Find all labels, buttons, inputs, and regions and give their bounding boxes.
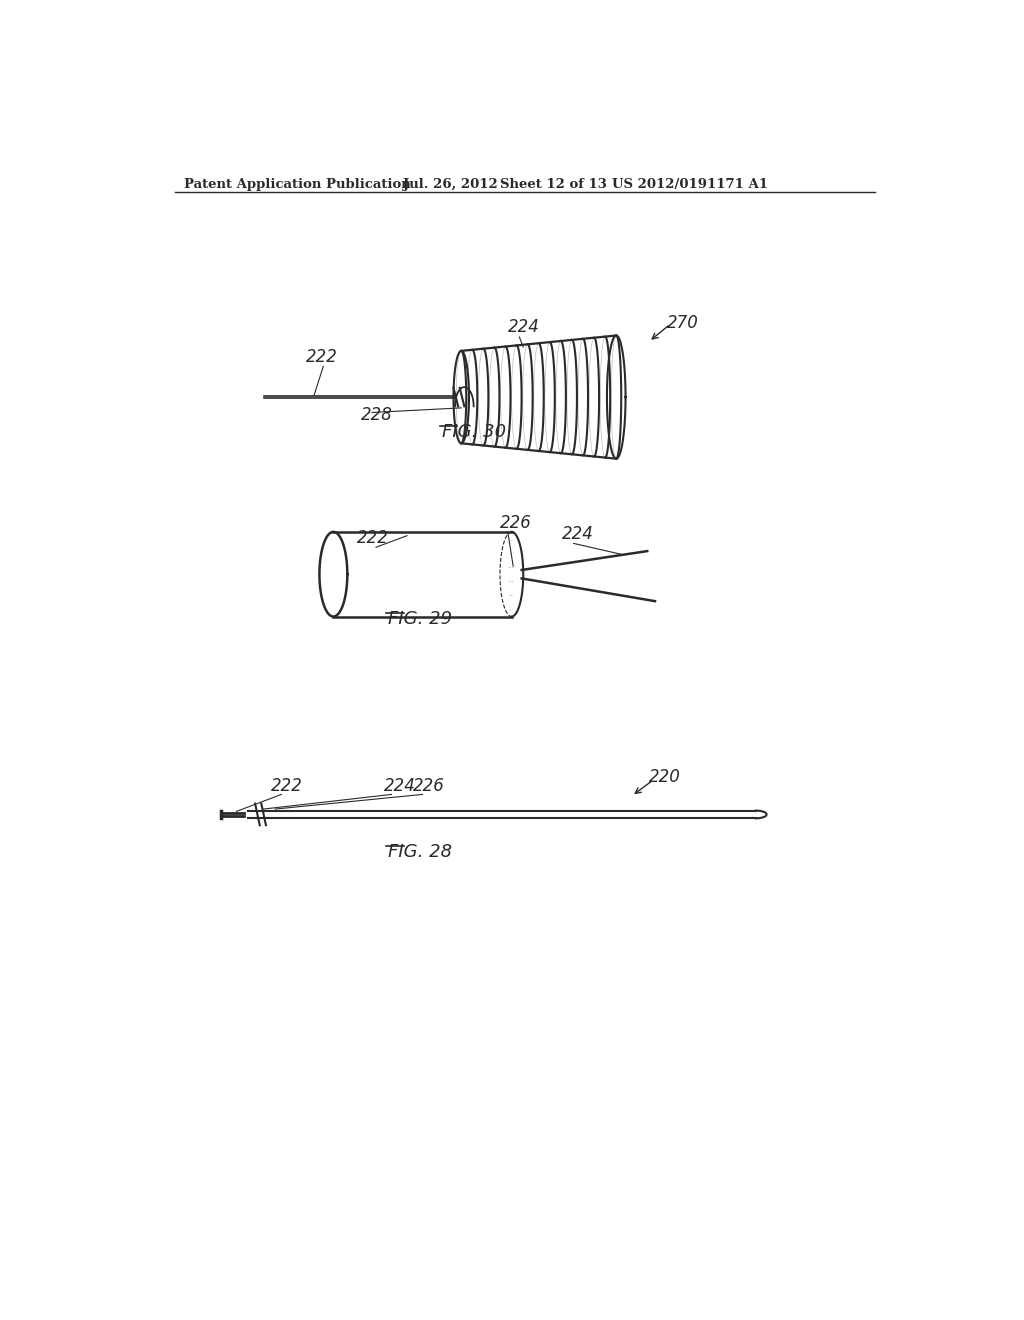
Text: FIG. 29: FIG. 29 — [388, 610, 452, 628]
Text: 222: 222 — [306, 348, 338, 367]
Text: FIG. 30: FIG. 30 — [442, 424, 506, 441]
Text: 270: 270 — [667, 314, 698, 331]
Text: 226: 226 — [414, 777, 445, 796]
Text: 226: 226 — [500, 513, 531, 532]
Text: 224: 224 — [384, 777, 416, 796]
Text: 224: 224 — [508, 318, 540, 335]
Text: 222: 222 — [271, 777, 303, 796]
Text: Jul. 26, 2012: Jul. 26, 2012 — [403, 178, 498, 190]
Text: 222: 222 — [356, 529, 388, 548]
Text: 220: 220 — [649, 768, 681, 787]
Text: 224: 224 — [562, 525, 594, 543]
Text: US 2012/0191171 A1: US 2012/0191171 A1 — [612, 178, 768, 190]
Text: Patent Application Publication: Patent Application Publication — [183, 178, 411, 190]
Text: 228: 228 — [360, 407, 392, 424]
Text: FIG. 28: FIG. 28 — [388, 842, 452, 861]
Text: Sheet 12 of 13: Sheet 12 of 13 — [500, 178, 607, 190]
